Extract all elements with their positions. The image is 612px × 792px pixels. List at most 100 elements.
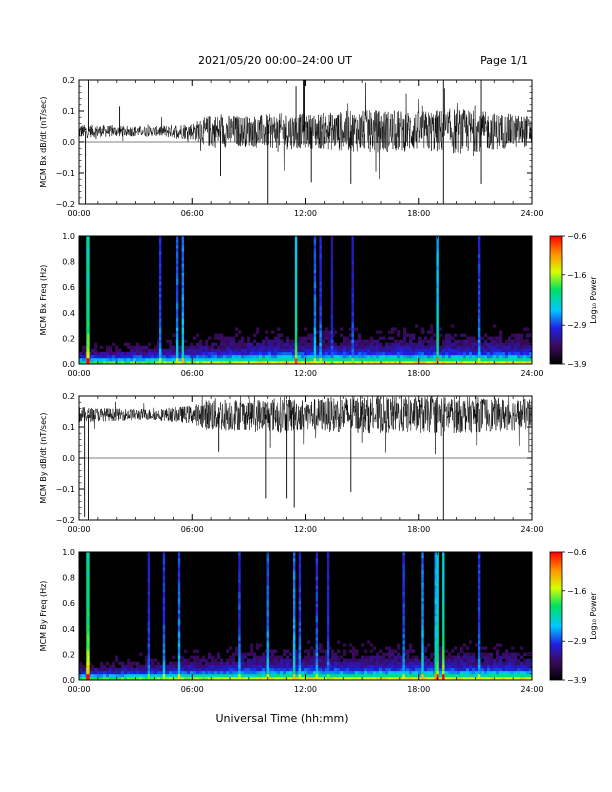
heatmap-cell [154, 354, 158, 359]
heatmap-cell [163, 351, 167, 356]
heatmap-cell [355, 649, 359, 653]
heatmap-cell [424, 670, 428, 675]
heatmap-column [313, 357, 317, 362]
heatmap-column [162, 661, 166, 666]
heatmap-cell [328, 333, 332, 337]
heatmap-cell [304, 342, 308, 347]
heatmap-cell [247, 661, 251, 666]
heatmap-cell [472, 652, 476, 656]
heatmap-column [181, 345, 185, 350]
heatmap-column [313, 284, 317, 289]
heatmap-cell [379, 357, 383, 362]
heatmap-cell [385, 342, 389, 347]
heatmap-column [319, 245, 322, 249]
heatmap-cell [529, 360, 533, 365]
heatmap-cell [439, 357, 443, 362]
heatmap-column [434, 622, 437, 626]
heatmap-cell [421, 351, 425, 356]
heatmap-cell [379, 351, 383, 356]
heatmap-cell [490, 676, 494, 681]
heatmap-cell [268, 360, 272, 365]
heatmap-cell [484, 676, 488, 681]
heatmap-column [298, 600, 302, 605]
heatmap-cell [310, 345, 314, 350]
heatmap-cell [283, 652, 287, 656]
heatmap-column [292, 570, 296, 574]
heatmap-cell [502, 652, 506, 656]
heatmap-cell [172, 655, 176, 659]
heatmap-cell [451, 345, 455, 350]
heatmap-cell [304, 327, 308, 331]
heatmap-cell [460, 676, 464, 681]
heatmap-cell [382, 336, 386, 340]
heatmap-cell [451, 673, 455, 678]
heatmap-cell [310, 670, 314, 675]
colorbar-tick-label: −2.9 [567, 637, 586, 646]
heatmap-cell [472, 667, 476, 672]
heatmap-column [313, 293, 317, 298]
heatmap-cell [274, 345, 278, 350]
heatmap-column [292, 667, 296, 672]
heatmap-cell [313, 655, 317, 659]
heatmap-cell [406, 345, 410, 350]
heatmap-cell [388, 667, 392, 672]
heatmap-cell [463, 351, 467, 356]
heatmap-cell [331, 655, 335, 659]
heatmap-cell [283, 649, 287, 653]
heatmap-cell [523, 670, 527, 675]
heatmap-cell [415, 676, 419, 681]
heatmap-cell [496, 655, 500, 659]
heatmap-column [477, 625, 481, 629]
heatmap-column [477, 342, 481, 347]
heatmap-cell [511, 670, 515, 675]
heatmap-cell [454, 342, 458, 347]
heatmap-cell [346, 342, 350, 347]
heatmap-cell [157, 667, 161, 672]
heatmap-cell [109, 351, 113, 356]
heatmap-cell [103, 360, 107, 365]
heatmap-column [298, 552, 302, 556]
heatmap-column [147, 552, 151, 556]
heatmap-column [158, 360, 162, 365]
heatmap-cell [529, 658, 533, 663]
heatmap-cell [457, 676, 461, 681]
heatmap-cell [352, 664, 356, 669]
heatmap-column [477, 248, 481, 252]
heatmap-cell [514, 670, 518, 675]
heatmap-cell [322, 661, 326, 666]
heatmap-column [315, 673, 319, 678]
heatmap-column [436, 327, 439, 331]
heatmap-cell [529, 661, 533, 666]
heatmap-cell [241, 676, 245, 681]
heatmap-column [162, 564, 166, 568]
heatmap-cell [196, 670, 200, 675]
heatmap-column [442, 634, 445, 638]
heatmap-cell [460, 661, 464, 666]
heatmap-cell [235, 646, 239, 650]
x-tick-label: 00:00 [67, 209, 90, 218]
heatmap-cell [487, 661, 491, 666]
heatmap-cell [184, 339, 188, 343]
heatmap-column [298, 606, 302, 611]
heatmap-cell [517, 667, 521, 672]
heatmap-column [313, 287, 317, 292]
heatmap-cell [262, 360, 266, 365]
heatmap-column [351, 293, 354, 298]
heatmap-column [87, 293, 90, 298]
heatmap-cell [427, 676, 431, 681]
heatmap-column [326, 643, 330, 647]
heatmap-cell [271, 345, 275, 350]
heatmap-column [87, 664, 90, 669]
heatmap-column [147, 591, 151, 595]
heatmap-column [436, 257, 439, 261]
y-tick-label: 0.6 [62, 599, 75, 608]
heatmap-cell [502, 354, 506, 359]
heatmap-column [313, 239, 317, 243]
heatmap-column [330, 251, 334, 255]
heatmap-cell [283, 661, 287, 666]
heatmap-column [238, 555, 241, 559]
heatmap-cell [154, 670, 158, 675]
heatmap-cell [340, 342, 344, 347]
heatmap-column [313, 351, 317, 356]
heatmap-cell [514, 351, 518, 356]
